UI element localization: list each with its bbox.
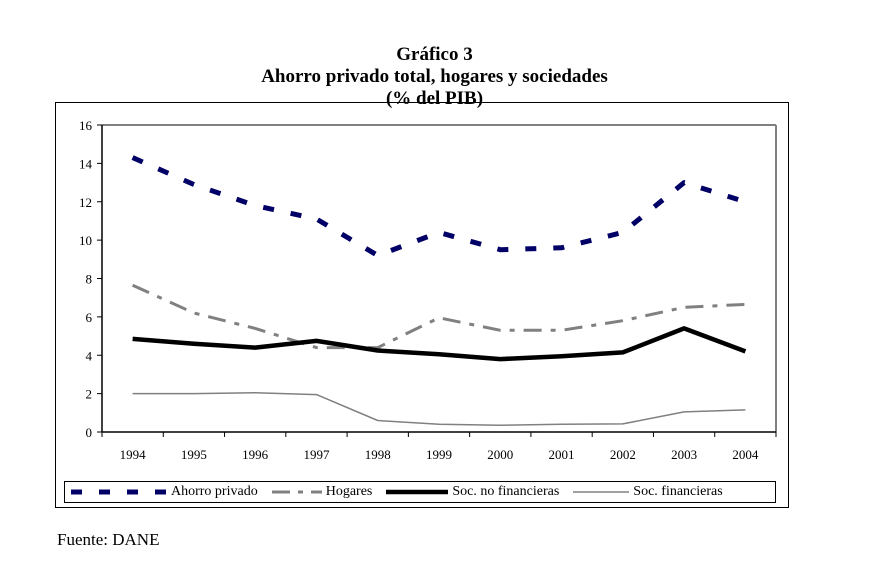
y-tick-label: 4 bbox=[86, 348, 93, 363]
legend: Ahorro privado Hogares Soc. no financier… bbox=[64, 481, 776, 503]
x-tick-label: 2004 bbox=[732, 447, 759, 462]
legend-swatch-soc-financieras bbox=[573, 491, 630, 493]
y-tick-label: 14 bbox=[79, 156, 93, 171]
legend-label-soc-financieras: Soc. financieras bbox=[633, 484, 723, 499]
legend-label-ahorro-privado: Ahorro privado bbox=[171, 484, 258, 499]
chart-frame bbox=[55, 102, 789, 508]
legend-item-hogares: Hogares bbox=[266, 484, 373, 500]
x-tick-label: 1995 bbox=[181, 447, 207, 462]
series-line-hogares bbox=[131, 283, 746, 350]
x-tick-label: 1997 bbox=[303, 447, 330, 462]
y-tick-label: 16 bbox=[79, 118, 93, 133]
legend-label-hogares: Hogares bbox=[325, 484, 373, 499]
legend-swatch-hogares bbox=[271, 490, 322, 494]
x-tick-label: 2001 bbox=[549, 447, 575, 462]
x-axis: 1994 1995 1996 1997 1998 1999 2000 2001 2002 2003… bbox=[101, 431, 777, 462]
chart-title-block: Gráfico 3 Ahorro privado total, hogares … bbox=[0, 44, 869, 110]
legend-label-soc-no-financieras: Soc. no financieras bbox=[452, 484, 560, 499]
x-tick-label: 2000 bbox=[487, 447, 513, 462]
series-line-ahorro-privado bbox=[131, 155, 747, 258]
legend-item-ahorro-privado: Ahorro privado bbox=[65, 484, 258, 500]
chart-subtitle: Ahorro privado total, hogares y sociedad… bbox=[261, 66, 608, 87]
series-layer bbox=[131, 155, 747, 427]
y-tick-label: 6 bbox=[86, 310, 93, 325]
x-tick-label: 1994 bbox=[120, 447, 147, 462]
chart-title: Gráfico 3 bbox=[396, 44, 473, 65]
x-tick-label: 1996 bbox=[242, 447, 269, 462]
x-tick-label: 1999 bbox=[426, 447, 452, 462]
source-note: Fuente: DANE bbox=[57, 530, 160, 549]
y-tick-label: 2 bbox=[86, 387, 93, 402]
y-tick-label: 12 bbox=[79, 195, 92, 210]
x-tick-label: 2003 bbox=[671, 447, 697, 462]
legend-swatch-ahorro-privado bbox=[71, 489, 167, 495]
legend-item-soc-no-financieras: Soc. no financieras bbox=[380, 484, 559, 500]
x-tick-label: 1998 bbox=[365, 447, 391, 462]
series-line-soc-financieras bbox=[132, 391, 746, 427]
y-axis: 0 2 4 6 8 10 12 14 16 bbox=[79, 118, 103, 440]
y-tick-label: 8 bbox=[86, 272, 93, 287]
legend-item-soc-financieras: Soc. financieras bbox=[567, 484, 723, 500]
y-tick-label: 0 bbox=[86, 425, 93, 440]
chart-unit-label: (% del PIB) bbox=[385, 88, 484, 109]
y-tick-label: 10 bbox=[79, 233, 92, 248]
plot-area bbox=[102, 124, 777, 432]
series-line-soc-no-financieras bbox=[132, 326, 747, 362]
x-tick-label: 2002 bbox=[610, 447, 636, 462]
legend-swatch-soc-no-financieras bbox=[386, 489, 449, 495]
